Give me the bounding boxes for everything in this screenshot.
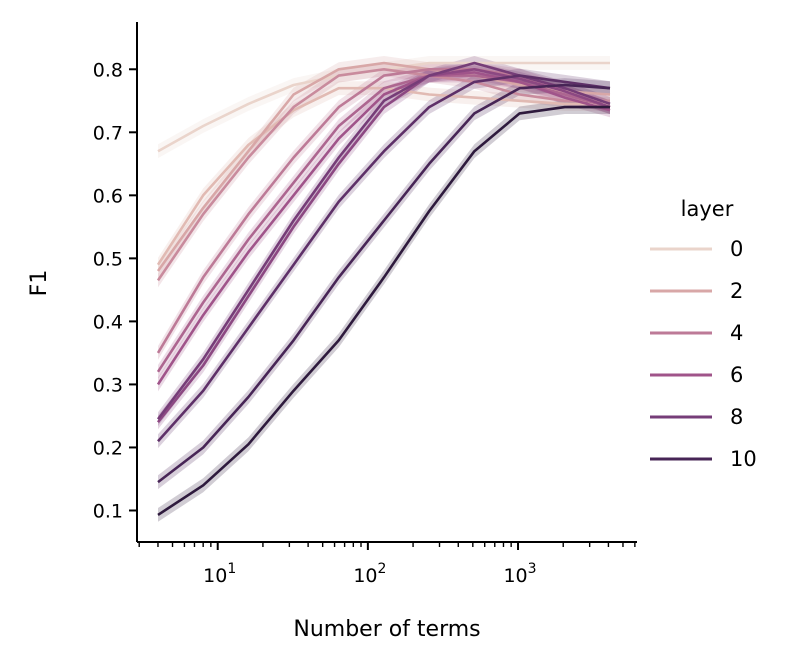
- confidence-band-layer-9: [158, 68, 610, 449]
- series-line-layer-8: [156, 61, 611, 420]
- legend: layer 0 2 4 6 8 10: [650, 197, 757, 471]
- y-axis: 0.1 0.2 0.3 0.4 0.5 0.6 0.7 0.8: [93, 22, 138, 542]
- plot-area: [156, 56, 611, 522]
- confidence-band-layer-0: [158, 56, 610, 159]
- x-axis: 101 102 103: [137, 541, 637, 587]
- x-tick-label-10: 101: [203, 561, 236, 587]
- legend-title: layer: [681, 197, 734, 221]
- y-tick-label-0.8: 0.8: [93, 59, 123, 81]
- x-tick-label-100: 102: [353, 561, 386, 587]
- legend-label-layer-6: 6: [730, 363, 743, 387]
- legend-label-layer-4: 4: [730, 321, 743, 345]
- x-axis-title: Number of terms: [293, 617, 480, 642]
- legend-label-layer-2: 2: [730, 279, 743, 303]
- legend-label-layer-0: 0: [730, 237, 743, 261]
- legend-label-layer-8: 8: [730, 405, 743, 429]
- confidence-band-layer-8: [158, 56, 610, 426]
- y-tick-label-0.1: 0.1: [93, 500, 123, 522]
- series-line-layer-3: [156, 68, 610, 282]
- series-line-layer-7: [156, 68, 611, 424]
- legend-label-layer-10: 10: [730, 447, 757, 471]
- series-line-layer-9: [157, 74, 611, 443]
- y-tick-label-0.7: 0.7: [93, 122, 123, 144]
- x-tick-label-1000: 103: [503, 561, 536, 587]
- series-line-layer-10: [157, 83, 611, 484]
- y-tick-label-0.3: 0.3: [93, 374, 123, 396]
- y-tick-label-0.6: 0.6: [93, 185, 123, 207]
- y-tick-label-0.4: 0.4: [93, 311, 123, 333]
- y-tick-label-0.5: 0.5: [93, 248, 123, 270]
- series-line-layer-11: [157, 105, 610, 516]
- y-tick-label-0.2: 0.2: [93, 437, 123, 459]
- y-axis-title: F1: [27, 270, 52, 297]
